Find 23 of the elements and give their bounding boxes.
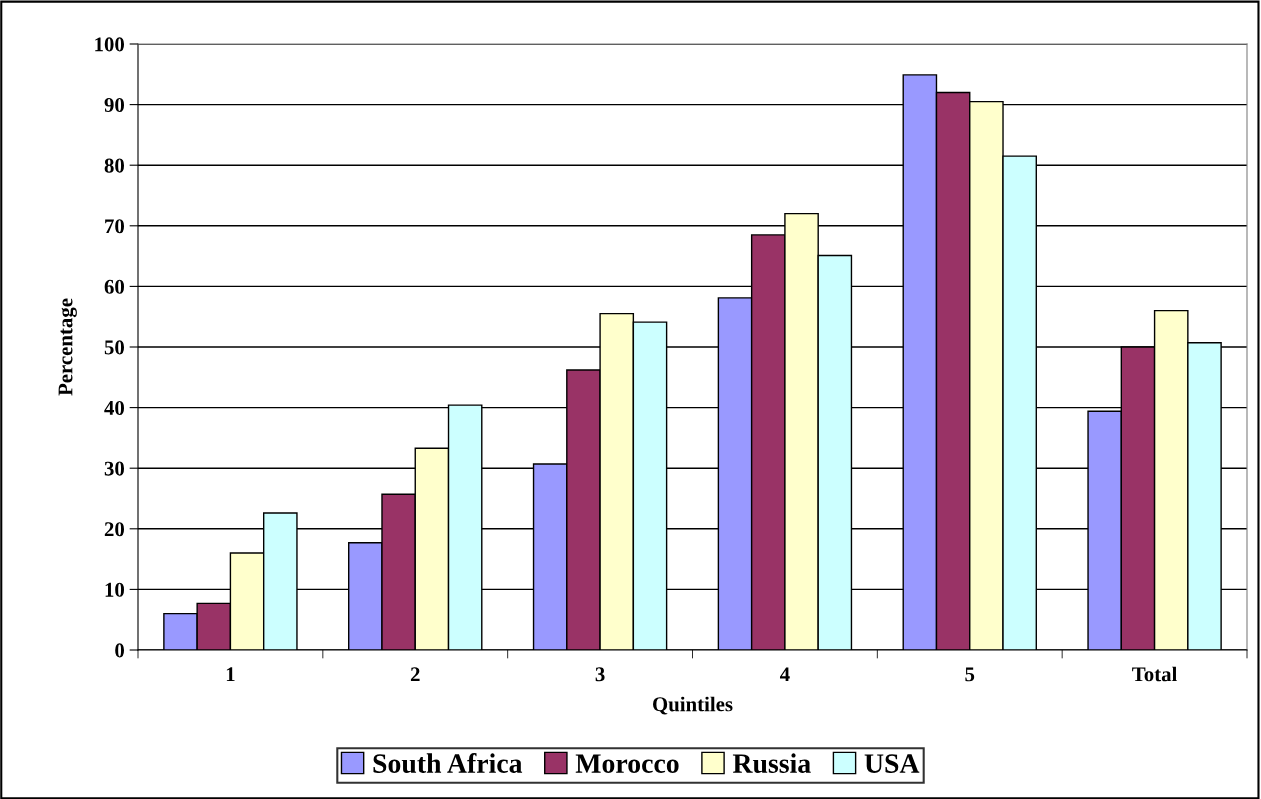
y-tick-label: 0 (115, 643, 125, 658)
y-tick-label: 100 (95, 37, 125, 52)
x-tick-label: 3 (595, 667, 605, 682)
y-axis-title: Percentage (58, 298, 77, 396)
y-tick-label: 10 (105, 582, 125, 597)
y-tick-label: 80 (104, 158, 125, 173)
x-tick-label: 4 (779, 667, 790, 682)
y-tick-label: 90 (104, 97, 125, 113)
legend-label: Russia (732, 753, 811, 773)
x-tick-label: 2 (410, 667, 420, 682)
x-tick-label: Total (1132, 666, 1178, 682)
legend-label: Morocco (575, 754, 679, 773)
y-tick-label: 20 (104, 522, 125, 537)
x-tick-label: 5 (965, 667, 975, 682)
legend-label: USA (864, 754, 920, 773)
y-tick-label: 30 (104, 461, 125, 476)
y-tick-label: 50 (104, 340, 125, 355)
x-axis-title: Quintiles (653, 696, 733, 715)
y-tick-label: 40 (104, 400, 125, 416)
y-tick-label: 60 (104, 279, 125, 294)
y-tick-label: 70 (105, 219, 125, 234)
legend-label: South Africa (373, 753, 523, 773)
x-tick-label: 1 (226, 667, 235, 682)
